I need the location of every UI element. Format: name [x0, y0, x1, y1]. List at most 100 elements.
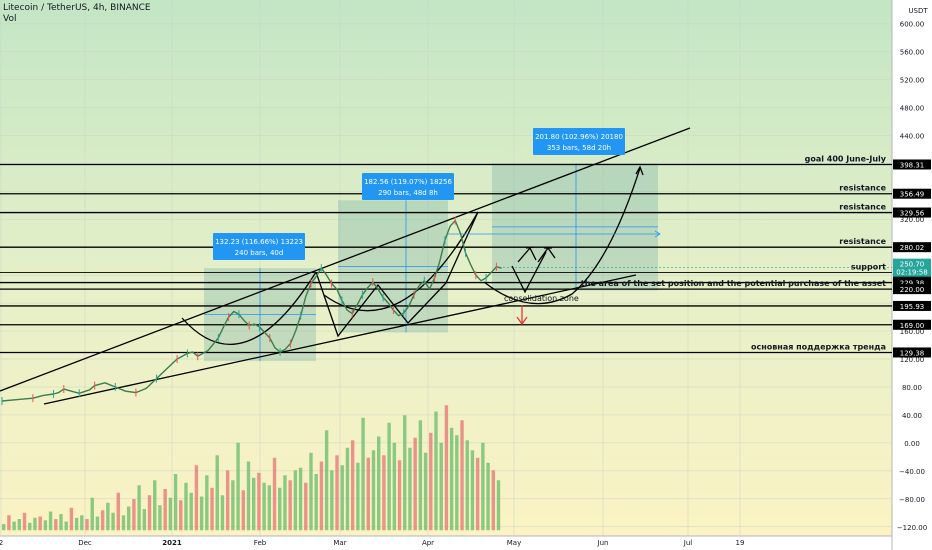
volume-bar	[330, 470, 334, 531]
volume-bar	[132, 499, 136, 531]
price-tag-value: 220.00	[900, 286, 925, 294]
level-label: resistance	[839, 237, 886, 246]
volume-bar	[127, 506, 131, 531]
volume-bar	[194, 465, 199, 531]
bounce-arrow	[511, 251, 547, 294]
volume-bar	[298, 467, 303, 531]
y-tick-label: 560.00	[900, 48, 925, 56]
measurement-line1: 182.56 (119.07%) 18256	[364, 178, 452, 186]
volume-bar	[252, 477, 256, 531]
volume-bar	[262, 482, 266, 531]
volume-bar	[33, 517, 37, 531]
volume-bar	[2, 524, 6, 531]
y-tick-label: 0.00	[904, 440, 920, 448]
horizontal-levels[interactable]	[0, 163, 892, 354]
volume-bar	[210, 487, 214, 531]
volume-bar	[278, 487, 282, 531]
price-tag-value: 129.38	[900, 349, 925, 357]
price-tag-value: 229.38	[900, 280, 925, 288]
time-axis-ticks: 2 Dec 2021 Feb Mar Apr May Jun Jul 19	[0, 539, 744, 547]
volume-bar	[356, 462, 360, 531]
volume-bar	[74, 517, 79, 531]
volume-bar	[371, 450, 376, 531]
volume-bar	[481, 442, 485, 531]
x-tick-label: 2021	[162, 539, 182, 547]
measurement-boxes	[204, 163, 658, 362]
projection-curve	[483, 167, 641, 305]
y-tick-label: 320.00	[900, 216, 925, 224]
volume-bar	[215, 455, 219, 531]
volume-bar	[90, 497, 94, 531]
level-labels: goal 400 June-July resistance resistance re…	[581, 154, 887, 351]
volume-bar	[246, 461, 251, 531]
volume-bar	[142, 509, 147, 531]
volume-bar	[465, 440, 469, 531]
volume-bar	[288, 480, 292, 531]
trend-drawings: consolidation zone	[0, 127, 691, 405]
price-tag	[893, 207, 931, 218]
y-tick-label: −80.00	[899, 496, 925, 504]
level-label: support	[851, 263, 886, 272]
volume-bar	[12, 521, 16, 531]
volume-bar	[116, 492, 120, 531]
volume-bar	[69, 507, 74, 531]
volume-bar	[413, 437, 417, 531]
volume-bar	[267, 485, 272, 531]
y-tick-label: 600.00	[900, 21, 925, 29]
price-tag-value: 356.49	[900, 191, 925, 199]
volume-bar	[137, 485, 141, 531]
volume-bar	[366, 457, 370, 531]
volume-bar	[54, 519, 58, 531]
arrow-up-1	[517, 246, 537, 263]
volume-bar	[418, 420, 423, 531]
volume-bar	[22, 512, 27, 531]
symbol-title[interactable]: Litecoin / TetherUS, 4h, BINANCE	[3, 3, 151, 13]
volume-bar	[43, 520, 48, 531]
measurement-labels: 132.23 (116.66%) 13223 240 bars, 40d 182.5…	[213, 128, 625, 260]
x-tick-label: Jun	[597, 539, 609, 547]
volume-bar	[444, 405, 449, 531]
volume-bar	[439, 442, 443, 531]
measurement-label-box	[533, 128, 625, 155]
volume-bar	[100, 510, 105, 531]
x-tick-label: Mar	[333, 539, 346, 547]
volume-bar	[486, 462, 490, 531]
volume-bar	[48, 511, 53, 531]
y-tick-label: 40.00	[902, 412, 922, 420]
x-tick-label: Dec	[78, 539, 92, 547]
volume-bar	[28, 522, 32, 531]
measurement-line1: 201.80 (102.96%) 20180	[535, 133, 623, 141]
volume-bar	[7, 515, 11, 531]
price-tags: 398.31356.49329.56280.02243.67229.38220.…	[893, 159, 931, 358]
volume-bar	[345, 447, 350, 531]
measurement-line2: 290 bars, 48d 8h	[378, 189, 438, 197]
y-tick-label: 160.00	[900, 328, 925, 336]
price-tag-value: 398.31	[900, 161, 925, 169]
measurement-label-box	[362, 173, 454, 200]
volume-bar	[220, 495, 225, 531]
volume-bar	[257, 472, 261, 531]
volume-bar	[377, 436, 381, 531]
volume-bar	[168, 497, 173, 531]
cup-curve-1	[181, 271, 317, 345]
volume-bar	[17, 519, 22, 531]
level-label: resistance	[839, 203, 886, 212]
volume-bar	[434, 411, 438, 531]
volume-bar	[403, 415, 407, 531]
volume-bar	[309, 452, 313, 531]
volume-bar	[179, 500, 183, 531]
level-label: the area of the set position and the pot…	[581, 279, 886, 288]
volume-legend[interactable]: Vol	[3, 14, 17, 24]
measurement-line2: 240 bars, 40d	[235, 249, 284, 257]
x-tick-label: May	[507, 539, 521, 547]
chart-header: Litecoin / TetherUS, 4h, BINANCE Vol	[3, 3, 151, 25]
price-tag	[893, 277, 931, 288]
volume-bar	[95, 516, 100, 531]
price-tag	[893, 242, 931, 253]
volume-bar	[85, 519, 89, 531]
volume-bar	[423, 452, 428, 531]
projection-arrowhead	[635, 165, 644, 176]
volume-bar	[163, 489, 167, 531]
x-tick-label: 2	[0, 539, 3, 547]
